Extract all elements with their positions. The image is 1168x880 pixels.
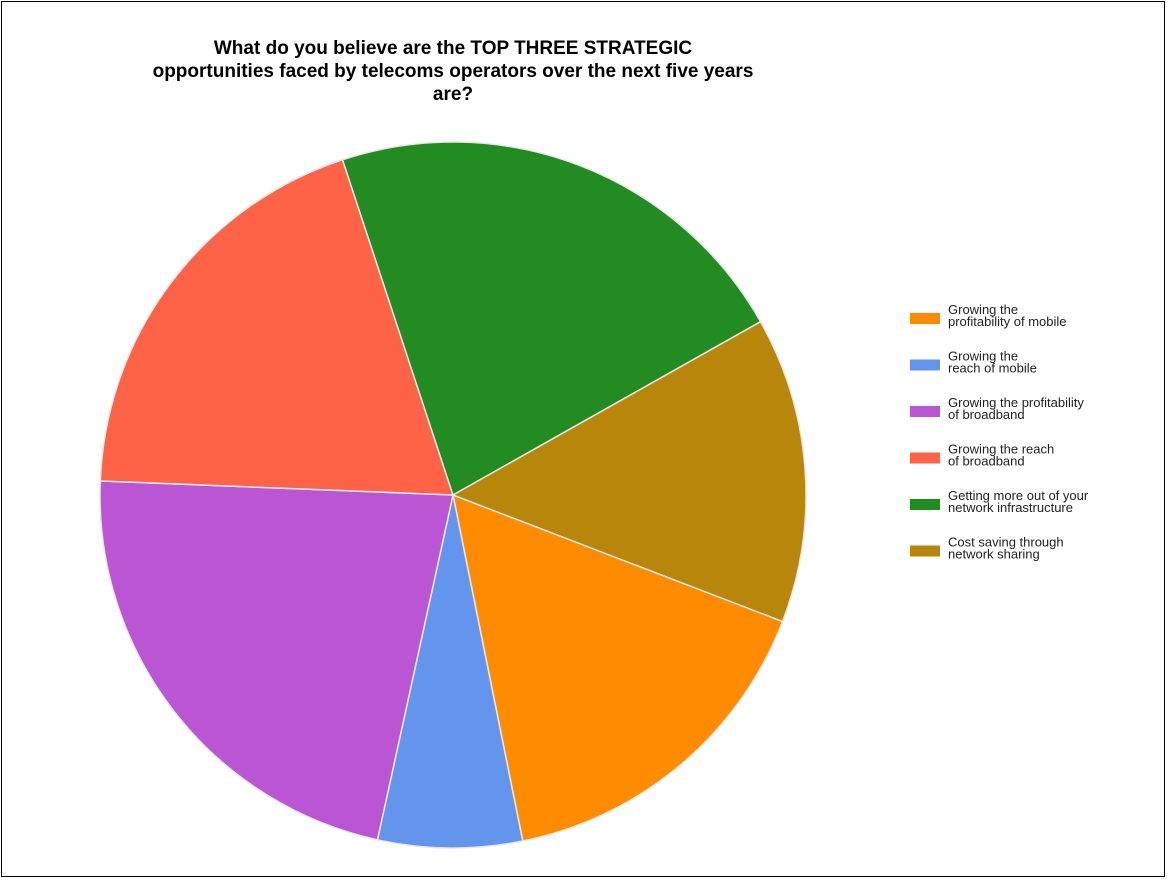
legend-swatch	[910, 406, 940, 417]
legend-swatch	[910, 452, 940, 464]
chart-title-line: opportunities faced by telecoms operator…	[153, 61, 754, 82]
pie-slice	[341, 141, 762, 497]
legend-swatch	[910, 359, 940, 371]
legend-label: Growing the	[948, 349, 1018, 364]
legend-label: Cost saving through	[948, 535, 1064, 550]
legend-label: of broadband	[948, 407, 1025, 422]
legend-label: network infrastructure	[948, 500, 1073, 515]
legend-label: of broadband	[948, 454, 1025, 469]
legend-label: Growing the reach	[948, 442, 1054, 457]
pie-slice	[451, 320, 807, 623]
legend-label: Getting more out of your	[948, 488, 1089, 503]
legend-label: Growing the	[948, 302, 1018, 317]
legend-label: Growing the profitability	[948, 395, 1084, 410]
legend-label: network sharing	[948, 547, 1040, 562]
legend-label: profitability of mobile	[948, 314, 1067, 329]
legend-swatch	[910, 313, 940, 324]
pie-slice	[376, 494, 524, 849]
pie-slice	[451, 493, 784, 842]
chart-title-line: are?	[433, 84, 473, 105]
legend-swatch	[910, 499, 940, 510]
legend-label: reach of mobile	[948, 361, 1037, 376]
pie-slices	[99, 141, 807, 849]
chart-title-line: What do you believe are the TOP THREE ST…	[214, 38, 693, 59]
pie-slice	[99, 480, 454, 841]
legend-swatch	[910, 545, 940, 557]
pie-slice	[99, 158, 455, 496]
chart-title: What do you believe are the TOP THREE ST…	[153, 38, 754, 105]
